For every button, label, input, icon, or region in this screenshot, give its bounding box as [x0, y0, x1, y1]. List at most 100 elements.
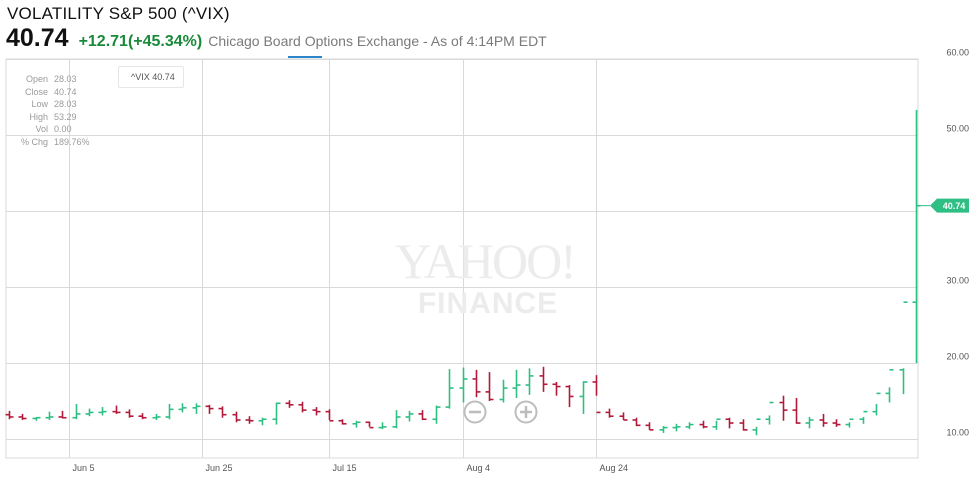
ohlc-bar [138, 413, 147, 420]
ohlc-bar [178, 403, 187, 413]
ohlc-bar [192, 403, 201, 414]
ohlc-row-vol: Vol 0.00 [35, 124, 72, 135]
ohlc-bar [5, 410, 14, 420]
ohlc-row-close: Close 40.74 [24, 86, 77, 97]
ohlc-bar [298, 401, 307, 413]
ohlc-bar [765, 401, 774, 425]
ohlc-bar [378, 422, 387, 430]
ohlc-bar [312, 407, 321, 416]
ohlc-bar [779, 395, 788, 421]
ohlc-row-pct-chg: % Chg 189.76% [20, 136, 90, 147]
ohlc-bar [752, 418, 761, 436]
ohlc-bar [552, 382, 561, 396]
x-tick-label: Jun 25 [206, 463, 233, 473]
ohlc-bar [245, 416, 254, 424]
ohlc-panel: Open 28.03 Close 40.74 Low 28.03 High 53.29 … [12, 73, 102, 149]
ohlc-bar [98, 407, 107, 416]
ohlc-bar [485, 372, 494, 401]
ohlc-bar [112, 405, 121, 414]
ohlc-bar [365, 421, 374, 429]
y-tick-label: 20.00 [946, 352, 969, 362]
zoom-in-icon[interactable] [514, 400, 538, 424]
series-legend[interactable]: ^VIX 40.74 [118, 66, 184, 88]
ohlc-bar [699, 420, 708, 429]
ohlc-bar [565, 385, 574, 408]
ohlc-bar [472, 369, 481, 398]
y-tick-label: 50.00 [946, 124, 969, 134]
ohlc-bar [579, 381, 588, 414]
ohlc-row-open: Open 28.03 [25, 74, 77, 84]
ohlc-row-high: High 53.29 [29, 111, 77, 122]
ohlc-bar [499, 379, 508, 403]
watermark-text: FINANCE [418, 287, 558, 320]
ohlc-bar [605, 408, 614, 418]
ohlc-bar [405, 410, 414, 422]
ohlc-bar [205, 404, 214, 414]
ohlc-bar [672, 423, 681, 432]
ohlc-bar [525, 368, 534, 395]
ohlc-bar [845, 418, 854, 428]
ohlc-bar [899, 301, 908, 395]
ohlc-bar [739, 419, 748, 431]
active-tab-indicator [288, 56, 322, 58]
ohlc-bar [285, 400, 294, 408]
ohlc-bar [512, 369, 521, 398]
ohlc-bar [18, 413, 27, 420]
ohlc-row-low: Low 28.03 [31, 99, 77, 110]
ohlc-bar [859, 410, 868, 424]
ohlc-bar [632, 417, 641, 427]
ohlc-bar [872, 392, 881, 416]
ohlc-bar [712, 418, 721, 430]
ohlc-bar [392, 410, 401, 429]
y-tick-label: 60.00 [946, 48, 969, 58]
ohlc-bar [258, 417, 267, 426]
ohlc-bar [592, 375, 601, 414]
y-tick-label: 30.00 [946, 276, 969, 286]
ohlc-bar [218, 406, 227, 418]
ohlc-bar [152, 413, 161, 420]
ohlc-bar [72, 404, 81, 420]
ohlc-bar [645, 422, 654, 431]
x-tick-label: Jun 5 [73, 463, 95, 473]
ohlc-bar [792, 397, 801, 424]
exchange-note: Chicago Board Options Exchange - As of 4… [208, 33, 547, 49]
ohlc-bar [325, 409, 334, 422]
x-tick-label: Jul 15 [333, 463, 357, 473]
ohlc-bar [418, 410, 427, 421]
ohlc-bar [85, 408, 94, 417]
zoom-out-icon[interactable] [463, 400, 487, 424]
price-change: +12.71(+45.34%) [78, 33, 203, 50]
ohlc-bar [45, 411, 54, 420]
ohlc-bar [819, 413, 828, 427]
ohlc-bar [445, 369, 454, 409]
x-tick-label: Aug 4 [467, 463, 491, 473]
ohlc-bar [885, 369, 894, 403]
ohlc-bar [272, 402, 281, 425]
ohlc-bar [232, 411, 241, 423]
ohlc-bar [165, 404, 174, 420]
ohlc-bar [659, 426, 668, 433]
ohlc-bar [432, 405, 441, 424]
ohlc-bar [539, 366, 548, 392]
ohlc-bar [338, 419, 347, 425]
ohlc-bar [32, 416, 41, 421]
ohlc-bar [58, 410, 67, 419]
ohlc-bar [685, 422, 694, 430]
ohlc-bar [805, 416, 814, 429]
ohlc-bar [125, 409, 134, 418]
ohlc-bar [725, 417, 734, 429]
page-title: VOLATILITY S&P 500 (^VIX) [7, 4, 230, 23]
watermark-logo: YAHOO! [395, 233, 575, 289]
ohlc-bar [352, 420, 361, 428]
ohlc-bar [912, 109, 921, 363]
ohlc-bar [459, 367, 468, 403]
x-tick-label: Aug 24 [600, 463, 629, 473]
ohlc-bar [832, 419, 841, 427]
ohlc-bar [619, 412, 628, 421]
y-tick-label: 10.00 [946, 428, 969, 438]
quote-summary: 40.74 +12.71(+45.34%) Chicago Board Opti… [6, 24, 547, 54]
last-price-badge [930, 198, 969, 213]
last-price-badge-label: 40.74 [943, 201, 966, 211]
last-price: 40.74 [6, 24, 69, 52]
